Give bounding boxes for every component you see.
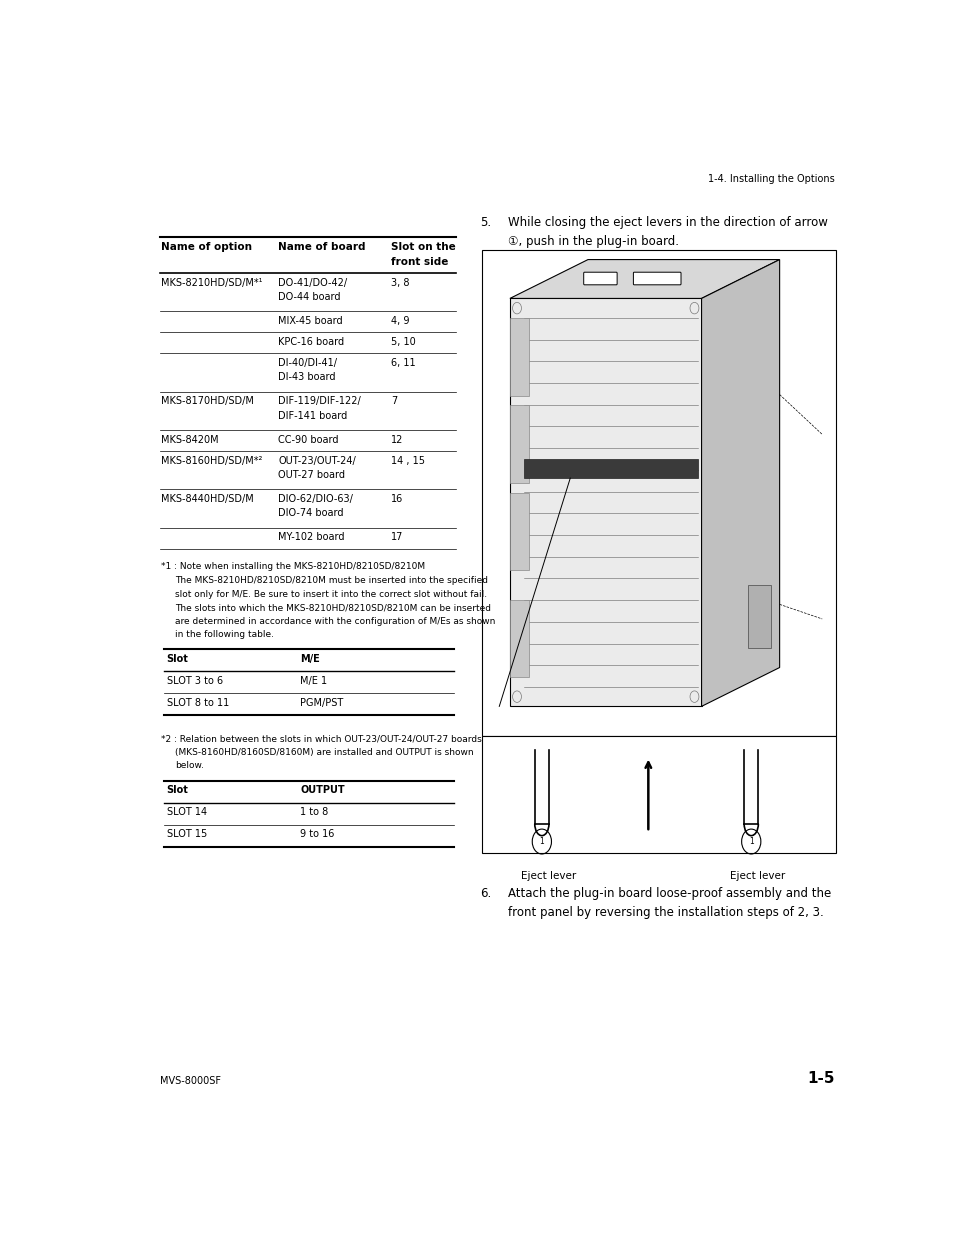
- Text: 14 , 15: 14 , 15: [391, 455, 425, 465]
- Text: 1 to 8: 1 to 8: [300, 807, 328, 817]
- Text: 3, 8: 3, 8: [391, 277, 410, 287]
- Text: CC-90 board: CC-90 board: [278, 434, 338, 444]
- Text: SLOT 15: SLOT 15: [167, 830, 207, 840]
- Text: OUT-23/OUT-24/: OUT-23/OUT-24/: [278, 455, 355, 465]
- Text: *2 : Relation between the slots in which OUT-23/OUT-24/OUT-27 boards: *2 : Relation between the slots in which…: [161, 734, 481, 744]
- Bar: [481, 735, 836, 853]
- Text: SLOT 3 to 6: SLOT 3 to 6: [167, 677, 222, 687]
- Text: M/E 1: M/E 1: [300, 677, 327, 687]
- Text: ①, push in the plug-in board.: ①, push in the plug-in board.: [508, 235, 679, 249]
- Text: SLOT 14: SLOT 14: [167, 807, 207, 817]
- Text: DO-41/DO-42/: DO-41/DO-42/: [278, 277, 347, 287]
- Text: DIF-141 board: DIF-141 board: [278, 411, 347, 420]
- Text: Name of option: Name of option: [161, 243, 253, 253]
- Text: PGM/PST: PGM/PST: [300, 698, 343, 708]
- Text: (MKS-8160HD/8160SD/8160M) are installed and OUTPUT is shown: (MKS-8160HD/8160SD/8160M) are installed …: [174, 748, 473, 756]
- Polygon shape: [510, 406, 529, 483]
- Text: MKS-8420M: MKS-8420M: [161, 434, 219, 444]
- Text: Eject lever: Eject lever: [520, 871, 576, 881]
- Text: 5, 10: 5, 10: [391, 337, 416, 347]
- Bar: [747, 585, 770, 648]
- Text: OUTPUT: OUTPUT: [300, 785, 345, 795]
- Polygon shape: [510, 260, 779, 299]
- Text: MKS-8210HD/SD/M*¹: MKS-8210HD/SD/M*¹: [161, 277, 263, 287]
- Text: 5.: 5.: [479, 216, 491, 229]
- Text: front side: front side: [391, 256, 448, 266]
- Text: Attach the plug-in board loose-proof assembly and the: Attach the plug-in board loose-proof ass…: [508, 887, 830, 899]
- Text: front panel by reversing the installation steps of 2, 3.: front panel by reversing the installatio…: [508, 906, 823, 919]
- Text: MY-102 board: MY-102 board: [278, 532, 344, 542]
- Polygon shape: [510, 493, 529, 571]
- Polygon shape: [523, 459, 698, 478]
- FancyBboxPatch shape: [583, 272, 617, 285]
- Text: MKS-8170HD/SD/M: MKS-8170HD/SD/M: [161, 397, 254, 407]
- Text: DIO-74 board: DIO-74 board: [278, 509, 343, 519]
- Text: DI-43 board: DI-43 board: [278, 372, 335, 382]
- Text: 1-4. Installing the Options: 1-4. Installing the Options: [707, 174, 834, 184]
- Text: M/E: M/E: [300, 654, 320, 664]
- Text: Name of board: Name of board: [278, 243, 365, 253]
- Text: MKS-8440HD/SD/M: MKS-8440HD/SD/M: [161, 494, 253, 504]
- Text: 6, 11: 6, 11: [391, 358, 416, 368]
- Text: below.: below.: [174, 761, 203, 770]
- Text: The MKS-8210HD/8210SD/8210M must be inserted into the specified: The MKS-8210HD/8210SD/8210M must be inse…: [174, 576, 487, 586]
- Text: DO-44 board: DO-44 board: [278, 292, 340, 302]
- Text: The slots into which the MKS-8210HD/8210SD/8210M can be inserted: The slots into which the MKS-8210HD/8210…: [174, 603, 490, 612]
- Text: *1 : Note when installing the MKS-8210HD/8210SD/8210M: *1 : Note when installing the MKS-8210HD…: [161, 562, 425, 571]
- Text: 12: 12: [391, 434, 403, 444]
- Text: Eject lever: Eject lever: [729, 871, 784, 881]
- Text: MVS-8000SF: MVS-8000SF: [160, 1076, 221, 1086]
- Text: Slot: Slot: [167, 654, 189, 664]
- Polygon shape: [510, 299, 700, 707]
- Polygon shape: [510, 600, 529, 677]
- Text: SLOT 8 to 11: SLOT 8 to 11: [167, 698, 229, 708]
- Text: Slot on the: Slot on the: [391, 243, 456, 253]
- Text: 1-5: 1-5: [806, 1071, 834, 1086]
- Text: DIO-62/DIO-63/: DIO-62/DIO-63/: [278, 494, 353, 504]
- Polygon shape: [700, 260, 779, 707]
- Text: in the following table.: in the following table.: [174, 631, 274, 639]
- Text: 4, 9: 4, 9: [391, 316, 410, 326]
- Text: KPC-16 board: KPC-16 board: [278, 337, 344, 347]
- Polygon shape: [510, 318, 529, 396]
- Text: 1: 1: [748, 837, 753, 846]
- Text: 1: 1: [539, 837, 543, 846]
- Text: 16: 16: [391, 494, 403, 504]
- Text: DIF-119/DIF-122/: DIF-119/DIF-122/: [278, 397, 360, 407]
- Text: MKS-8160HD/SD/M*²: MKS-8160HD/SD/M*²: [161, 455, 262, 465]
- Text: While closing the eject levers in the direction of arrow: While closing the eject levers in the di…: [508, 216, 827, 229]
- Text: are determined in accordance with the configuration of M/Es as shown: are determined in accordance with the co…: [174, 617, 495, 626]
- Bar: [481, 250, 836, 735]
- Text: 9 to 16: 9 to 16: [300, 830, 335, 840]
- Text: 7: 7: [391, 397, 397, 407]
- Text: MIX-45 board: MIX-45 board: [278, 316, 342, 326]
- Text: 6.: 6.: [479, 887, 491, 899]
- Text: 17: 17: [391, 532, 403, 542]
- Text: slot only for M/E. Be sure to insert it into the correct slot without fail.: slot only for M/E. Be sure to insert it …: [174, 590, 486, 598]
- FancyBboxPatch shape: [633, 272, 680, 285]
- Text: OUT-27 board: OUT-27 board: [278, 470, 345, 480]
- Text: DI-40/DI-41/: DI-40/DI-41/: [278, 358, 336, 368]
- Text: Slot: Slot: [167, 785, 189, 795]
